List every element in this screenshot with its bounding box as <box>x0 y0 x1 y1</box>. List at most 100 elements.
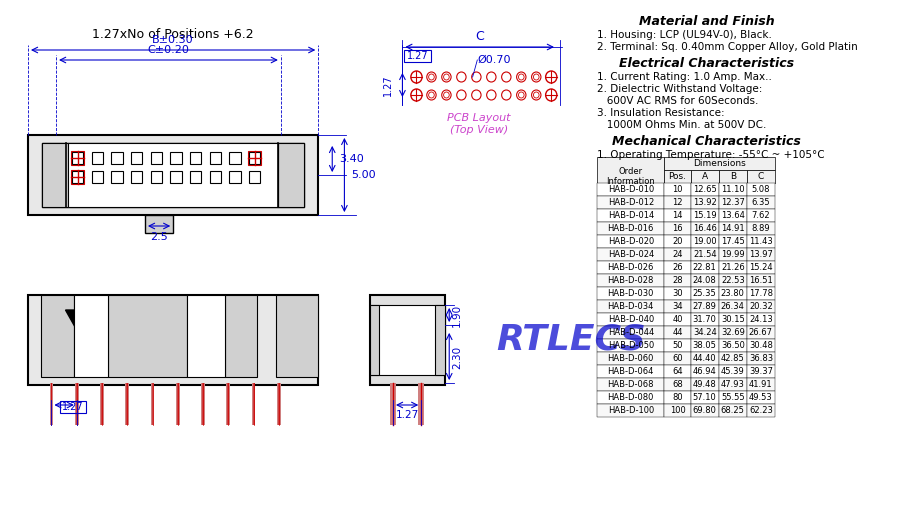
Text: 24: 24 <box>672 250 683 259</box>
Bar <box>370 305 379 375</box>
Bar <box>210 171 220 183</box>
Text: HAB-D-050: HAB-D-050 <box>608 341 654 350</box>
Text: 15.19: 15.19 <box>693 211 716 220</box>
Bar <box>664 352 690 365</box>
Bar <box>719 196 747 209</box>
Text: 6.35: 6.35 <box>752 198 770 207</box>
Text: 57.10: 57.10 <box>693 393 716 402</box>
Text: HAB-D-028: HAB-D-028 <box>608 276 654 285</box>
Bar <box>719 222 747 235</box>
Text: 1. Current Rating: 1.0 Amp. Max..: 1. Current Rating: 1.0 Amp. Max.. <box>597 72 772 82</box>
Text: 45.39: 45.39 <box>721 367 744 376</box>
Bar <box>664 248 690 261</box>
Bar <box>597 222 664 235</box>
Text: C: C <box>475 30 483 43</box>
Text: 19.99: 19.99 <box>721 250 744 259</box>
Text: 60: 60 <box>672 354 683 363</box>
Bar <box>597 261 664 274</box>
Text: HAB-D-068: HAB-D-068 <box>608 380 654 389</box>
Polygon shape <box>66 310 94 335</box>
Bar <box>597 196 664 209</box>
Bar <box>690 300 719 313</box>
Bar <box>664 183 690 196</box>
Bar <box>150 171 162 183</box>
Bar <box>664 365 690 378</box>
Bar <box>230 152 240 164</box>
Bar <box>597 365 664 378</box>
Text: HAB-D-034: HAB-D-034 <box>608 302 654 311</box>
Text: 25.35: 25.35 <box>693 289 716 298</box>
Bar <box>177 383 179 425</box>
Text: 12: 12 <box>672 198 683 207</box>
Text: 2. Terminal: Sq. 0.40mm Copper Alloy, Gold Platin: 2. Terminal: Sq. 0.40mm Copper Alloy, Go… <box>597 42 858 52</box>
Bar <box>597 326 664 339</box>
Bar <box>249 152 260 164</box>
Text: 40: 40 <box>672 315 683 324</box>
Text: 13.64: 13.64 <box>721 211 744 220</box>
Bar <box>597 287 664 300</box>
Text: 36.50: 36.50 <box>721 341 744 350</box>
Text: 16.51: 16.51 <box>749 276 773 285</box>
Bar <box>436 305 445 375</box>
Bar <box>597 248 664 261</box>
Bar <box>597 313 664 326</box>
Bar <box>719 300 747 313</box>
Text: 64: 64 <box>672 367 683 376</box>
Text: 11.10: 11.10 <box>721 185 744 194</box>
Bar <box>112 171 122 183</box>
Text: 44.40: 44.40 <box>693 354 716 363</box>
Text: 26.67: 26.67 <box>749 328 773 337</box>
Bar <box>747 352 775 365</box>
Bar <box>597 378 664 391</box>
Text: Dimensions: Dimensions <box>693 159 746 168</box>
Text: 3. Insulation Resistance:: 3. Insulation Resistance: <box>597 108 724 118</box>
Bar <box>76 383 77 425</box>
Text: 62.23: 62.23 <box>749 406 773 415</box>
Bar <box>719 235 747 248</box>
Bar <box>719 313 747 326</box>
Bar <box>719 261 747 274</box>
Bar <box>664 222 690 235</box>
Text: RTLECS: RTLECS <box>496 323 646 357</box>
Bar <box>690 274 719 287</box>
Bar <box>747 209 775 222</box>
Text: 55.55: 55.55 <box>721 393 744 402</box>
Text: C±0.20: C±0.20 <box>148 45 189 55</box>
Bar <box>60 401 86 413</box>
Text: HAB-D-020: HAB-D-020 <box>608 237 654 246</box>
Text: 41.91: 41.91 <box>749 380 773 389</box>
Bar <box>278 143 304 207</box>
Text: 16: 16 <box>672 224 683 233</box>
Bar <box>190 171 202 183</box>
Bar <box>747 378 775 391</box>
Bar <box>252 383 256 425</box>
Bar <box>719 183 747 196</box>
Bar <box>71 170 85 184</box>
Bar <box>228 383 230 425</box>
Bar <box>92 152 103 164</box>
Text: HAB-D-016: HAB-D-016 <box>608 224 654 233</box>
Bar <box>597 352 664 365</box>
Text: 69.80: 69.80 <box>693 406 716 415</box>
Text: HAB-D-010: HAB-D-010 <box>608 185 654 194</box>
Bar <box>253 383 255 425</box>
Bar <box>42 143 304 207</box>
Text: 19.00: 19.00 <box>693 237 716 246</box>
Bar <box>664 274 690 287</box>
Bar <box>664 378 690 391</box>
Text: 24.08: 24.08 <box>693 276 716 285</box>
Bar <box>597 209 664 222</box>
Bar <box>248 151 261 165</box>
Bar <box>719 404 747 417</box>
Bar <box>391 383 396 425</box>
Text: 12.37: 12.37 <box>721 198 744 207</box>
Text: 68.25: 68.25 <box>721 406 744 415</box>
Bar <box>690 183 719 196</box>
Text: 17.45: 17.45 <box>721 237 744 246</box>
Bar <box>42 143 68 207</box>
Bar <box>664 404 690 417</box>
Bar <box>747 261 775 274</box>
Bar <box>131 152 142 164</box>
Text: 1.27: 1.27 <box>395 410 419 420</box>
Bar <box>719 365 747 378</box>
